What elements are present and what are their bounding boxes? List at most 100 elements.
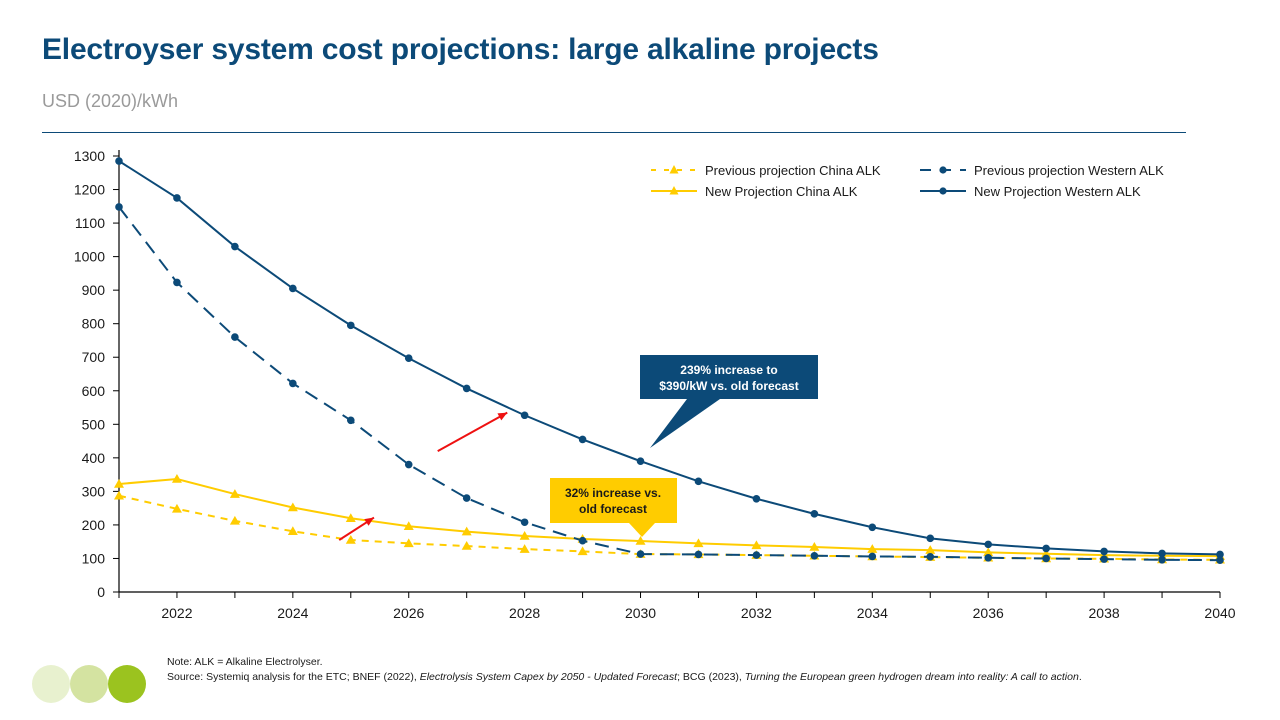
data-point <box>752 551 761 559</box>
data-point <box>926 552 935 561</box>
series-line <box>118 160 1221 556</box>
data-point <box>1042 554 1050 563</box>
x-tick-label: 2024 <box>277 605 308 621</box>
data-point <box>173 278 181 287</box>
data-point <box>635 536 646 545</box>
source-title-bnef: Electrolysis System Capex by 2050 - Upda… <box>419 670 678 683</box>
y-tick-label: 1300 <box>74 148 105 164</box>
data-point <box>810 551 819 560</box>
data-point <box>926 534 935 543</box>
data-point <box>462 384 471 393</box>
callout-32-percent: 32% increase vs. old forecast <box>550 478 677 537</box>
x-tick-label: 2030 <box>625 605 656 621</box>
arrow-head <box>497 412 508 421</box>
data-point <box>1100 555 1108 563</box>
red-arrow-icon <box>437 411 508 453</box>
data-point <box>345 535 356 544</box>
data-point <box>693 538 704 548</box>
y-tick-label: 600 <box>82 383 106 399</box>
data-point <box>577 546 588 556</box>
y-tick-label: 900 <box>82 282 106 298</box>
source-prefix: Source: Systemiq analysis for the ETC; B… <box>167 670 420 683</box>
footer-note-line: Note: ALK = Alkaline Electrolyser. <box>167 656 323 668</box>
data-point <box>984 553 993 562</box>
data-point <box>287 526 298 536</box>
page-title: Electroyser system cost projections: lar… <box>42 33 879 66</box>
data-point <box>229 489 240 498</box>
x-tick-label: 2032 <box>741 605 772 621</box>
data-point <box>1158 556 1166 564</box>
x-tick-label: 2036 <box>973 605 1004 621</box>
data-point <box>868 523 877 532</box>
arrow-shaft <box>437 411 508 453</box>
y-tick-label: 500 <box>82 416 106 432</box>
data-point <box>636 457 645 466</box>
data-point <box>983 547 994 557</box>
data-point <box>114 490 124 500</box>
callout-text-line: $390/kW vs. old forecast <box>659 379 798 393</box>
footer-source-line: Source: Systemiq analysis for the ETC; B… <box>167 670 1207 685</box>
data-point <box>461 541 472 550</box>
series-line <box>118 494 1221 561</box>
data-point <box>984 540 993 549</box>
data-point <box>520 411 529 420</box>
y-tick-label: 0 <box>97 584 105 600</box>
x-tick-label: 2040 <box>1204 605 1235 621</box>
x-tick-label: 2034 <box>857 605 888 621</box>
data-point <box>694 550 703 559</box>
data-point <box>346 321 355 330</box>
title-divider <box>42 132 1186 133</box>
data-point <box>114 479 124 488</box>
data-point <box>289 284 297 293</box>
logo-dot-dark <box>108 665 146 703</box>
legend-item: New Projection Western ALK <box>920 184 1141 199</box>
source-title-bcg: Turning the European green hydrogen drea… <box>744 670 1079 683</box>
data-point <box>519 544 530 553</box>
data-point <box>1158 549 1166 558</box>
data-point <box>287 502 298 512</box>
series-line <box>118 206 1221 562</box>
data-point <box>231 242 239 251</box>
data-point <box>578 536 587 545</box>
data-point <box>403 521 414 531</box>
y-tick-label: 200 <box>82 517 106 533</box>
data-point <box>636 550 645 558</box>
data-point <box>171 473 182 483</box>
series-layer <box>114 157 1225 564</box>
data-point <box>171 503 182 513</box>
y-tick-label: 400 <box>82 450 106 466</box>
callout-text-line: 32% increase vs. <box>565 486 661 500</box>
legend-label: New Projection Western ALK <box>974 184 1141 199</box>
callout-box <box>550 478 677 537</box>
callout-239-percent: 239% increase to $390/kW vs. old forecast <box>640 355 818 448</box>
data-point <box>751 540 762 550</box>
data-point <box>1216 556 1224 564</box>
logo-dot-light <box>32 665 70 703</box>
series-previous-projection-western-alk <box>115 203 1224 564</box>
data-point <box>404 354 413 363</box>
series-line <box>118 477 1221 558</box>
y-tick-label: 1000 <box>74 249 105 265</box>
legend-marker <box>669 165 679 174</box>
y-tick-label: 300 <box>82 483 106 499</box>
data-point <box>231 333 239 341</box>
legend-item: Previous projection Western ALK <box>920 163 1164 178</box>
red-arrow-icon <box>338 516 375 541</box>
x-tick-label: 2028 <box>509 605 540 621</box>
data-point <box>1216 550 1224 559</box>
data-point <box>578 435 587 444</box>
callout-text-line: 239% increase to <box>680 363 777 377</box>
data-point <box>694 477 703 486</box>
data-point <box>519 530 530 540</box>
legend-label: Previous projection China ALK <box>705 163 881 178</box>
data-point <box>462 494 471 502</box>
x-tick-label: 2022 <box>161 605 192 621</box>
arrow-head <box>364 517 374 526</box>
data-point <box>520 518 529 527</box>
logo-dot-medium <box>70 665 108 703</box>
data-point <box>403 538 414 548</box>
data-point <box>115 203 123 211</box>
data-point <box>404 460 413 469</box>
data-point <box>229 515 240 525</box>
